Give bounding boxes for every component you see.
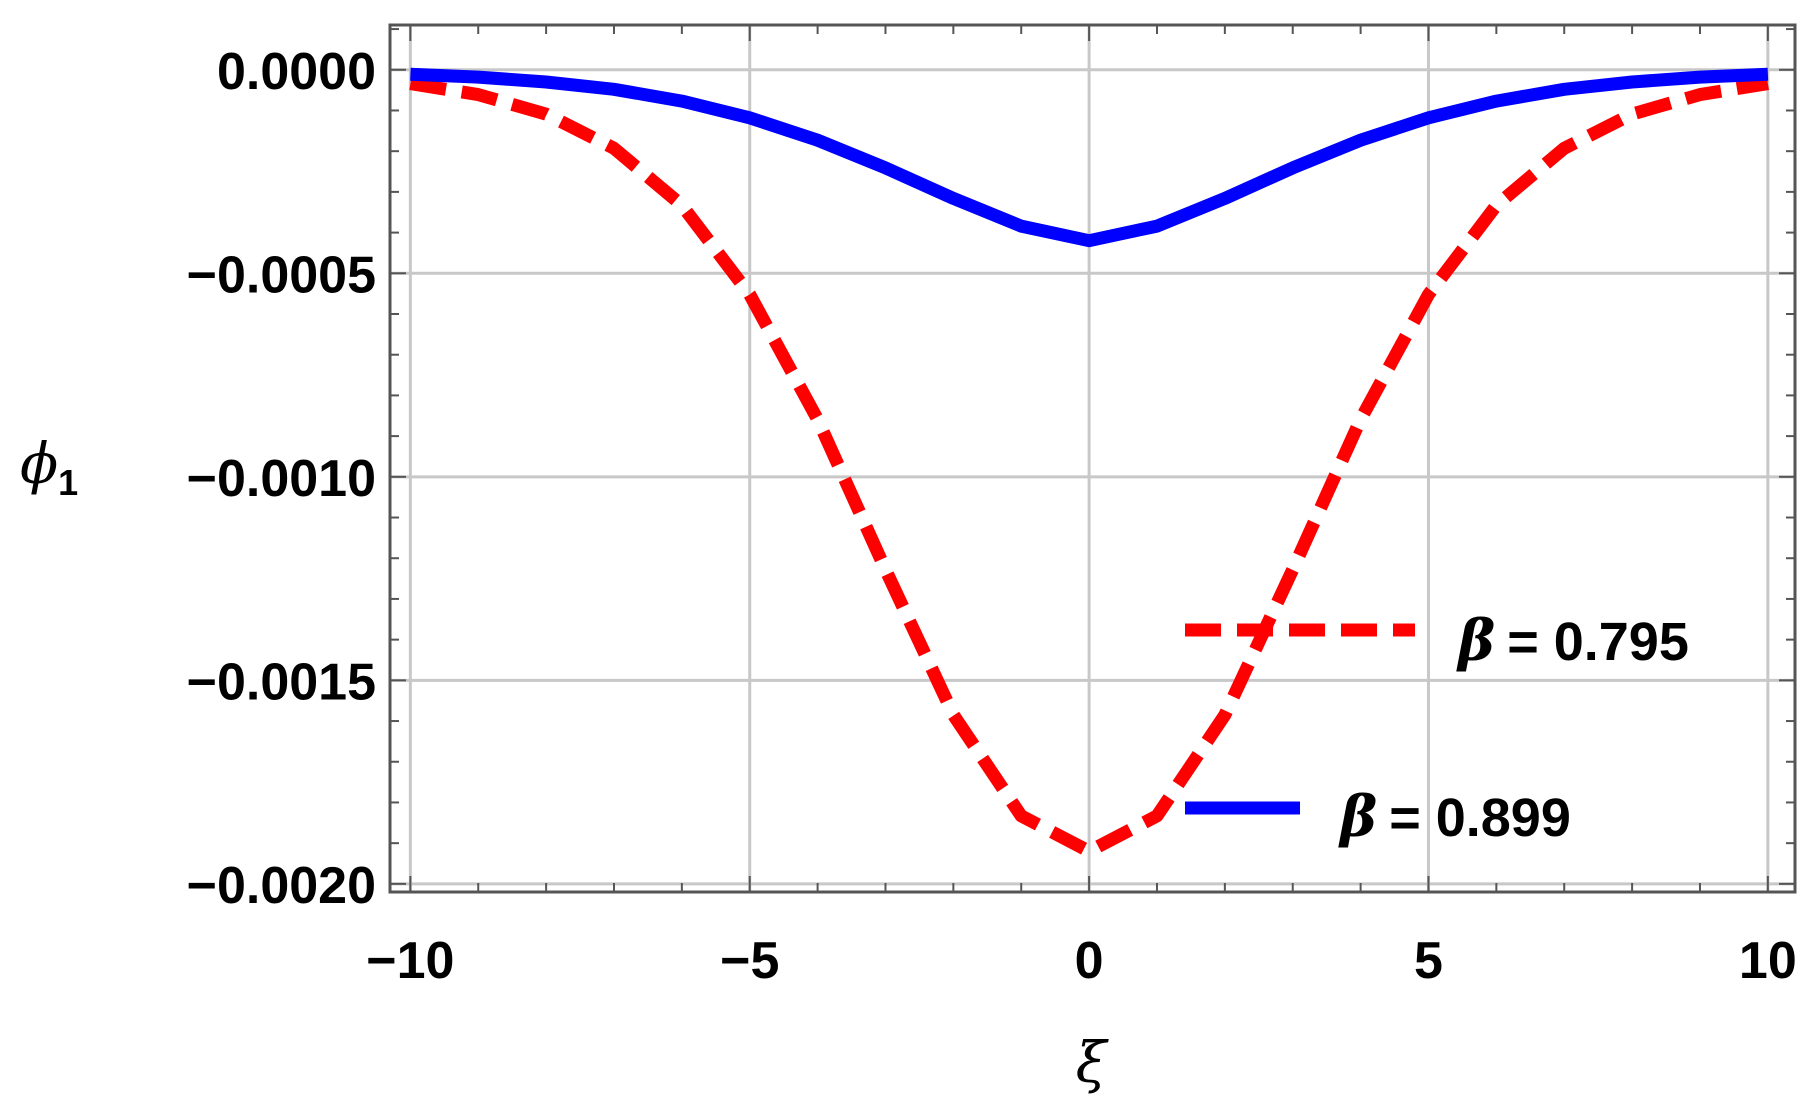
y-tick-label-4: −0.0020 (187, 857, 376, 915)
y-axis-label-subscript: 1 (58, 462, 78, 503)
x-tick-label-3: 5 (1414, 932, 1443, 990)
y-axis-label-symbol: ϕ (20, 432, 58, 497)
series-group (409, 67, 1769, 858)
legend-symbol-beta-0899: β (1338, 784, 1377, 850)
y-axis-label: ϕ1 (20, 432, 78, 503)
legend-symbol-beta-0795: β (1456, 608, 1495, 674)
legend-label-beta-0899: β = 0.899 (1338, 784, 1571, 850)
x-tick-label-4: 10 (1739, 932, 1797, 990)
legend-value-beta-0899: = 0.899 (1389, 788, 1571, 848)
x-tick-label-0: −10 (366, 932, 454, 990)
y-tick-label-1: −0.0005 (187, 246, 376, 304)
series-line-1 (410, 67, 1769, 248)
y-tick-label-0: 0.0000 (217, 43, 376, 101)
tick-labels: −10 −5 0 5 10 0.0000 −0.0005 −0.0010 −0.0015 −0.0… (187, 43, 1797, 990)
x-axis-label: ξ (1076, 1031, 1110, 1096)
y-tick-label-2: −0.0010 (187, 450, 376, 508)
x-tick-label-1: −5 (720, 932, 779, 990)
legend-label-beta-0795: β = 0.795 (1456, 608, 1689, 674)
plot-frame (388, 23, 1797, 894)
y-tick-label-3: −0.0015 (187, 653, 376, 711)
legend: β = 0.795 β = 0.899 (1185, 608, 1689, 850)
x-tick-label-2: 0 (1075, 932, 1104, 990)
grid (390, 25, 1795, 892)
legend-value-beta-0795: = 0.795 (1507, 612, 1689, 672)
